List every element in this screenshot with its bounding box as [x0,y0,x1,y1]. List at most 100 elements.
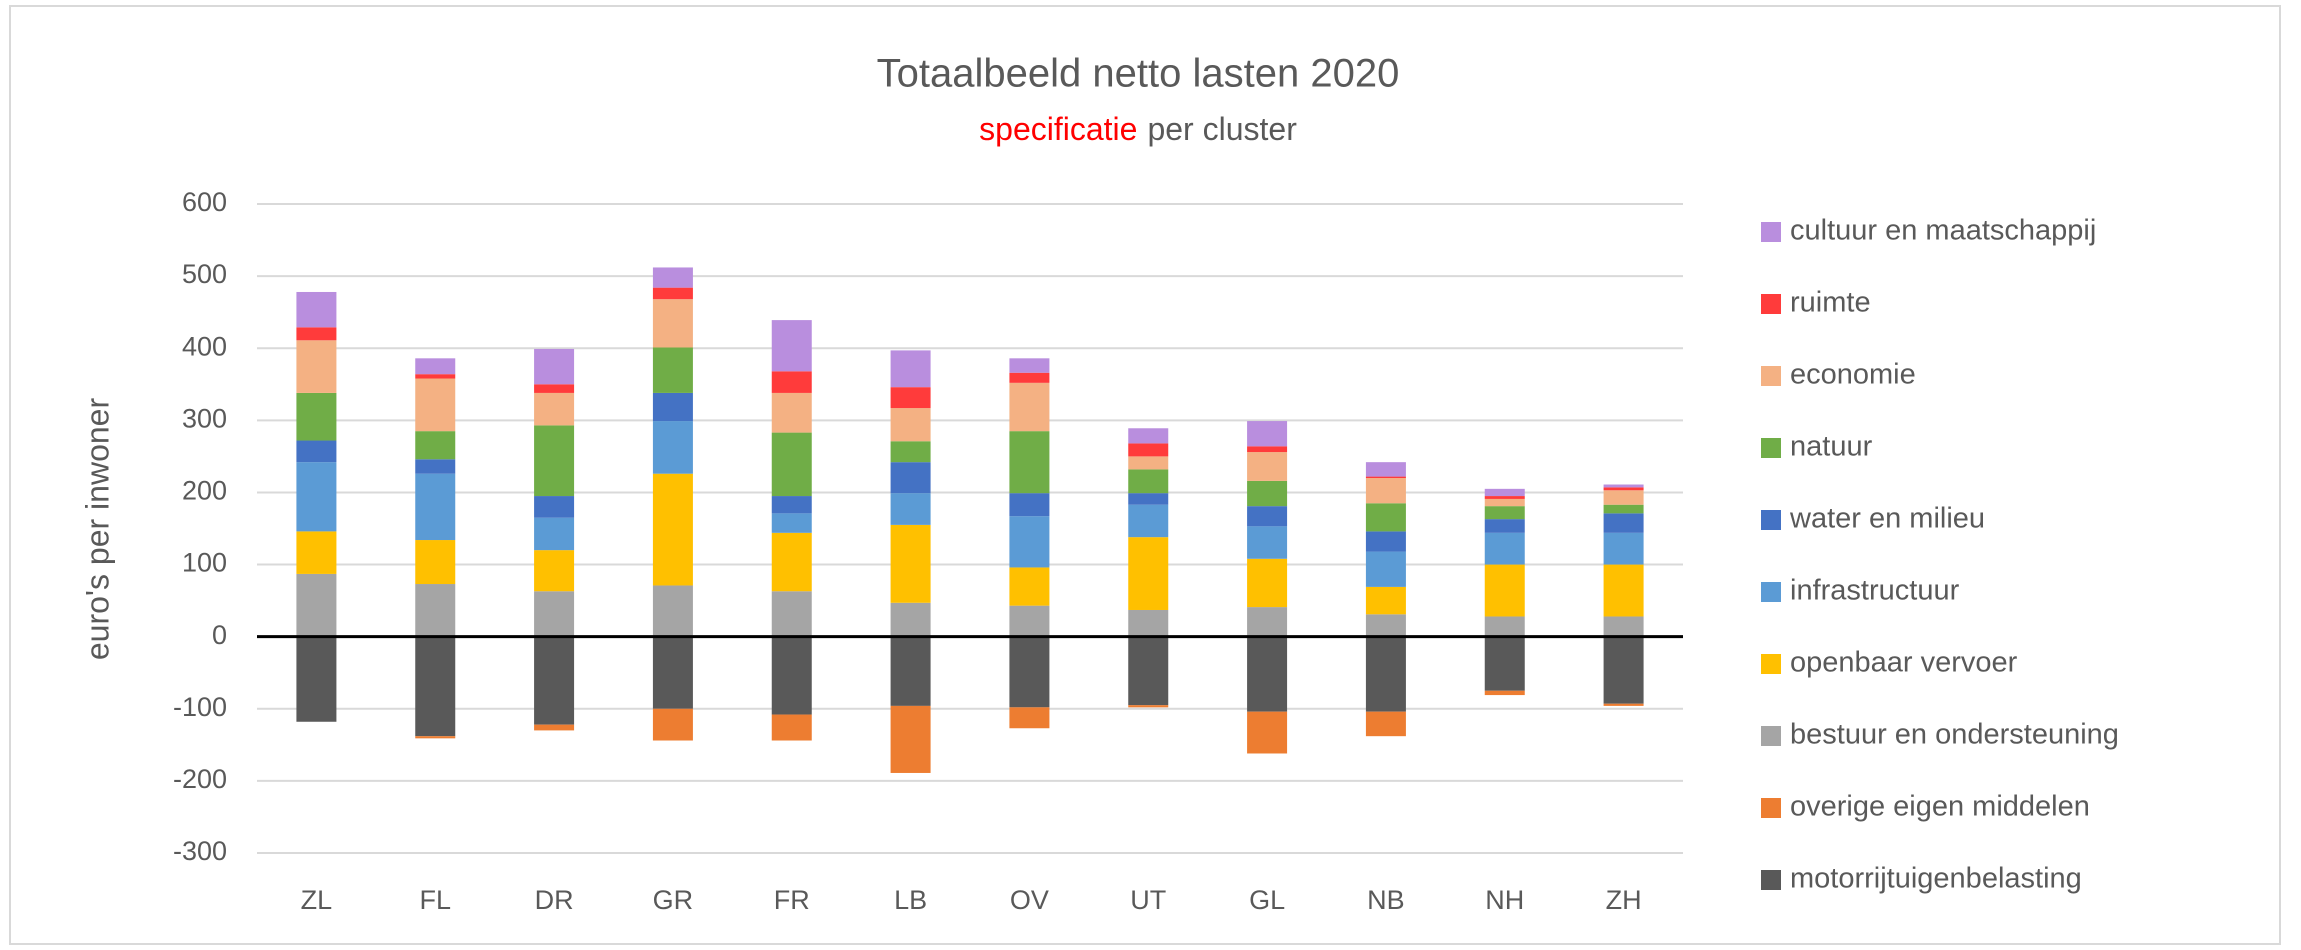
bar-segment [890,493,931,525]
bar-segment [1603,532,1644,565]
bar-segment [1484,498,1525,507]
y-tick-label: -300 [173,836,227,866]
bar-segment [296,392,337,441]
legend-swatch [1761,510,1781,530]
legend-swatch [1761,366,1781,386]
bar-segment [415,584,456,637]
legend-swatch [1761,798,1781,818]
bar-segment [652,473,693,586]
bar-segment [1365,711,1406,737]
chart-title: Totaalbeeld netto lasten 2020 [877,52,1400,96]
x-tick-label: NH [1485,885,1524,915]
bar-segment [1603,487,1644,491]
bar-segment [1247,636,1288,712]
bar-segment [415,636,456,737]
bar-segment [415,378,456,432]
bar-segment [1247,421,1288,447]
legend-label: cultuur en maatschappij [1790,215,2096,247]
bar-segment [1484,564,1525,617]
y-tick-label: -100 [173,692,227,722]
bar-segment [1009,567,1050,606]
bar-segment [1603,636,1644,704]
bar-segment [534,724,575,731]
bar-segment [890,705,931,773]
legend-swatch [1761,870,1781,890]
bar-segment [1603,564,1644,617]
bar-segment [534,591,575,637]
bar-segment [415,736,456,739]
bar-segment [296,636,337,722]
bar-segment [1365,614,1406,637]
x-tick-label: UT [1130,885,1166,915]
bar-segment [534,496,575,518]
legend-swatch [1761,582,1781,602]
x-tick-label: DR [535,885,574,915]
legend-label: openbaar vervoer [1790,647,2018,679]
bar-segment [1365,478,1406,504]
y-tick-label: 0 [212,620,227,650]
bar-segment [771,591,812,637]
bar-segment [1128,609,1169,637]
bar-segment [534,384,575,393]
legend-swatch [1761,222,1781,242]
bar-segment [890,636,931,706]
chart-subtitle: specificatie per cluster [979,111,1297,147]
legend-label: economie [1790,359,1916,391]
y-tick-label: 400 [182,331,227,361]
x-tick-label: NB [1367,885,1405,915]
bar-segment [534,348,575,385]
bar-segment [534,425,575,497]
bar-segment [890,441,931,463]
legend-swatch [1761,654,1781,674]
bar-segment [890,602,931,637]
bar-segment [1484,488,1525,497]
bar-segment [296,462,337,532]
bar-segment [890,408,931,442]
bar-segment [1365,462,1406,477]
bar-segment [652,585,693,637]
bar-segment [771,320,812,372]
bar-segment [771,432,812,497]
x-tick-label: ZH [1606,885,1642,915]
bar-segment [415,431,456,460]
bar-segment [1009,493,1050,517]
x-tick-label: FL [419,885,451,915]
y-tick-label: -200 [173,764,227,794]
x-tick-label: OV [1010,885,1049,915]
bar-segment [415,459,456,474]
bar-segment [296,327,337,341]
bar-segment [1603,490,1644,505]
bar-segment [1484,496,1525,499]
legend-swatch [1761,438,1781,458]
bar-segment [1009,372,1050,383]
bar-segment [1247,452,1288,481]
bar-segment [1365,531,1406,552]
bar-segment [1247,506,1288,527]
bar-segment [1484,690,1525,696]
legend-label: natuur [1790,431,1873,463]
bar-segment [1128,537,1169,610]
bar-segment [890,524,931,603]
y-axis-label: euro's per inwoner [79,398,115,661]
bar-segment [652,392,693,422]
bar-segment [415,358,456,375]
x-tick-label: ZL [301,885,333,915]
bar-segment [1247,558,1288,608]
bar-segment [652,267,693,288]
legend-label: infrastructuur [1790,575,1960,607]
legend-label: bestuur en ondersteuning [1790,719,2119,751]
bar-segment [1247,607,1288,637]
bar-segment [1247,526,1288,559]
bar-segment [771,513,812,533]
legend-swatch [1761,294,1781,314]
bar-segment [1128,443,1169,457]
bar-segment [1128,469,1169,494]
bar-segment [1484,519,1525,533]
bar-segment [652,421,693,474]
x-tick-label: LB [894,885,927,915]
bar-segment [1009,358,1050,373]
bar-segment [771,636,812,715]
bar-segment [1128,504,1169,538]
bar-segment [1247,446,1288,453]
